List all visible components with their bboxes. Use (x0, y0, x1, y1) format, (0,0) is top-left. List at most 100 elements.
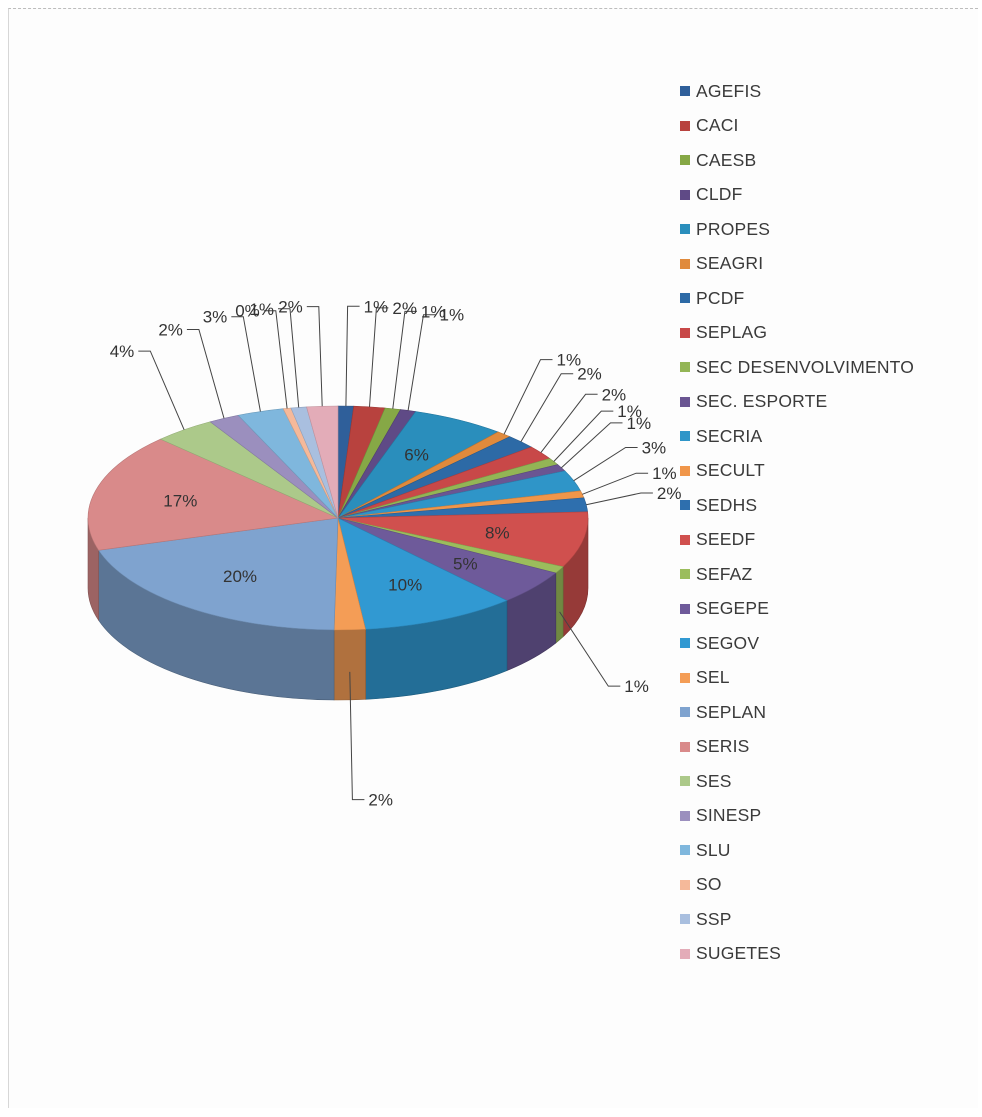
legend-item-caesb: CAESB (680, 143, 914, 178)
legend-item-agefis: AGEFIS (680, 74, 914, 109)
legend-swatch (680, 672, 690, 683)
data-label-seplan: 20% (223, 567, 257, 586)
data-label-so: 0% (235, 302, 260, 321)
data-label-cldf: 1% (440, 306, 465, 325)
leader-line-seagri (503, 359, 553, 435)
data-label-agefis: 1% (364, 297, 389, 316)
legend-label: SEC. ESPORTE (696, 391, 828, 412)
pie-sides (87, 517, 589, 701)
legend-item-segepe: SEGEPE (680, 592, 914, 627)
legend-item-secult: SECULT (680, 454, 914, 489)
legend-swatch (680, 224, 690, 235)
legend-item-segov: SEGOV (680, 626, 914, 661)
pie-slice-seedf (337, 511, 589, 568)
leader-line-agefis (345, 305, 360, 407)
legend-swatch (680, 707, 690, 718)
data-label-sec-desenvolvimento: 1% (617, 402, 642, 421)
legend-swatch (680, 258, 690, 269)
pie-leaders (138, 305, 653, 801)
leader-line-caci (369, 307, 389, 407)
pie-slice-segov (337, 517, 508, 630)
legend-swatch (680, 741, 690, 752)
legend-swatch (680, 327, 690, 338)
legend-swatch (680, 638, 690, 649)
leader-line-sefaz (559, 611, 621, 687)
data-label-segov: 10% (388, 575, 422, 594)
leader-line-sedhs (586, 492, 653, 506)
data-label-sec-esporte: 1% (627, 414, 652, 433)
legend-label: SEPLAG (696, 322, 768, 343)
data-label-ssp: 1% (249, 300, 274, 319)
legend-label: SEGOV (696, 632, 760, 653)
data-label-sefaz: 1% (624, 677, 649, 696)
legend-item-seedf: SEEDF (680, 523, 914, 558)
legend-item-seplan: SEPLAN (680, 695, 914, 730)
legend-swatch (680, 500, 690, 511)
legend-item-caci: CACI (680, 109, 914, 144)
data-label-seedf: 8% (485, 523, 510, 542)
legend-label: AGEFIS (696, 80, 762, 101)
legend-label: SEL (696, 667, 730, 688)
legend-swatch (680, 603, 690, 614)
pie-top (87, 405, 589, 631)
legend-swatch (680, 465, 690, 476)
legend-swatch (680, 810, 690, 821)
legend-label: SES (696, 770, 732, 791)
data-label-sugetes: 2% (278, 298, 303, 317)
legend-swatch (680, 396, 690, 407)
legend-swatch (680, 155, 690, 166)
leader-line-caesb (392, 310, 417, 409)
legend-item-sefaz: SEFAZ (680, 557, 914, 592)
legend-item-so: SO (680, 868, 914, 903)
legend-item-secria: SECRIA (680, 419, 914, 454)
pie-slice-seris (87, 438, 340, 551)
legend-label: SEAGRI (696, 253, 764, 274)
legend-item-sedhs: SEDHS (680, 488, 914, 523)
leader-line-so (263, 310, 288, 409)
legend-swatch (680, 120, 690, 131)
data-label-secria: 3% (642, 439, 667, 458)
pie-side-sefaz (555, 566, 564, 644)
data-label-caci: 2% (392, 299, 417, 318)
legend-label: CACI (696, 115, 739, 136)
data-label-secult: 1% (652, 464, 677, 483)
legend-swatch (680, 431, 690, 442)
data-label-pcdf: 2% (577, 365, 602, 384)
legend-swatch (680, 914, 690, 925)
legend-swatch (680, 776, 690, 787)
leader-line-cldf (407, 314, 436, 411)
leader-line-sugetes (306, 306, 323, 407)
data-label-seplag: 2% (602, 385, 627, 404)
legend-item-sugetes: SUGETES (680, 937, 914, 972)
legend-label: PCDF (696, 287, 745, 308)
legend-item-slu: SLU (680, 833, 914, 868)
legend-label: SEPLAN (696, 701, 767, 722)
legend-label: SUGETES (696, 943, 782, 964)
legend-swatch (680, 879, 690, 890)
legend-item-sec-desenvolvimento: SEC DESENVOLVIMENTO (680, 350, 914, 385)
legend-item-sel: SEL (680, 661, 914, 696)
data-label-segepe: 5% (453, 554, 478, 573)
chart-legend: AGEFIS CACI CAESB CLDF PROPES SEAGRI PCDF SEPLA… (680, 74, 914, 971)
legend-label: SEDHS (696, 494, 758, 515)
data-label-sedhs: 2% (657, 484, 682, 503)
legend-swatch (680, 948, 690, 959)
legend-item-sec-esporte: SEC. ESPORTE (680, 385, 914, 420)
leader-line-sinesp (186, 329, 225, 419)
legend-label: CAESB (696, 149, 757, 170)
legend-swatch (680, 569, 690, 580)
legend-label: SEEDF (696, 529, 756, 550)
leader-line-sec-desenvolvimento (553, 410, 614, 462)
data-label-seagri: 1% (557, 351, 582, 370)
leader-line-slu (231, 316, 261, 412)
legend-label: SINESP (696, 805, 762, 826)
legend-label: SLU (696, 839, 731, 860)
leader-line-seplag (540, 393, 598, 453)
data-label-slu: 3% (203, 308, 228, 327)
legend-item-cldf: CLDF (680, 178, 914, 213)
pie-slice-sugetes (306, 405, 339, 519)
pie-labels: 1% 2% 1%1%6%1%2%2%1%1%3%1%2%8%1%5%10%2%20%… (110, 297, 682, 809)
leader-line-pcdf (520, 373, 574, 442)
data-label-seris: 17% (163, 491, 197, 510)
